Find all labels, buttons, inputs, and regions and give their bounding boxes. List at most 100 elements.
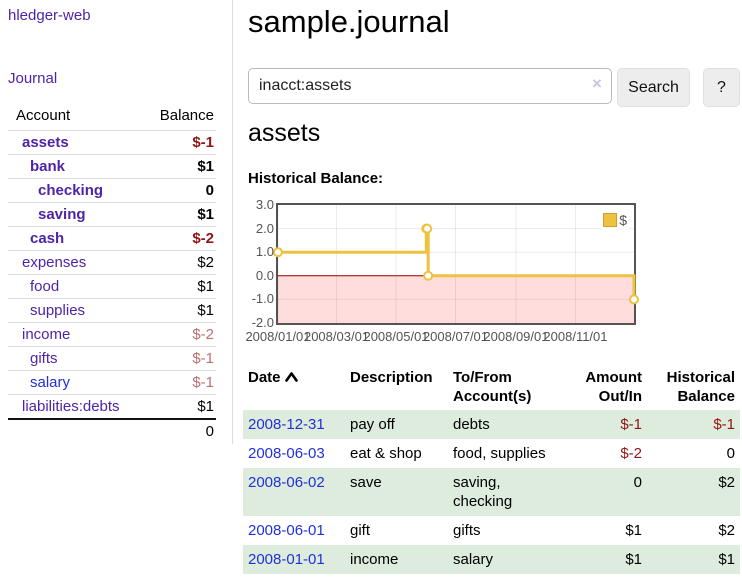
account-link-salary[interactable]: salary <box>30 374 71 391</box>
account-link-income[interactable]: income <box>22 326 71 343</box>
account-heading: assets <box>248 119 321 147</box>
transaction-accounts: food, supplies <box>453 445 546 462</box>
x-axis-tick-label: 2008/09/01 <box>483 329 549 344</box>
register-header-date-label: Date <box>248 369 281 386</box>
accounts-total-row: 0 <box>8 418 216 443</box>
y-axis-tick-label: 1.0 <box>255 244 274 260</box>
y-axis-tick-label: 3.0 <box>255 197 274 212</box>
transaction-accounts: salary <box>453 551 494 568</box>
account-balance: $1 <box>140 394 216 419</box>
transaction-amount: $-2 <box>620 445 642 462</box>
sort-ascending-icon <box>284 368 298 387</box>
legend-label: $ <box>619 212 627 228</box>
register-header-amount: Amount Out/In <box>585 369 642 405</box>
search-input[interactable] <box>248 68 612 104</box>
register-table-body: 2008-12-31 pay off debts $-1 $-1 2008-06-03 ea… <box>243 410 740 574</box>
x-axis-tick-label: 2008/01/01 <box>245 329 311 344</box>
transaction-amount: $-1 <box>620 416 642 433</box>
app-brand-link[interactable]: hledger-web <box>8 7 91 24</box>
account-link-assets[interactable]: assets <box>22 134 69 151</box>
chart-title: Historical Balance: <box>248 170 384 187</box>
account-row: expenses $2 <box>8 250 216 275</box>
account-row: assets $-1 <box>8 130 216 155</box>
account-link-gifts[interactable]: gifts <box>30 350 58 367</box>
account-balance: $1 <box>140 274 216 299</box>
account-row: gifts $-1 <box>8 346 216 371</box>
transaction-date-link[interactable]: 2008-12-31 <box>248 416 325 433</box>
accounts-total-value: 0 <box>140 418 216 443</box>
sidebar: hledger-web Journal Account Balance asse… <box>0 0 233 444</box>
account-balance: $-1 <box>140 370 216 395</box>
transaction-description: income <box>350 551 399 568</box>
account-balance: 0 <box>140 178 216 203</box>
register-header-date[interactable]: Date <box>243 364 345 410</box>
account-row: bank $1 <box>8 154 216 179</box>
account-row: food $1 <box>8 274 216 299</box>
register-table: Date Description To/From Account(s) Amou… <box>243 364 740 574</box>
account-row: income $-2 <box>8 322 216 347</box>
historical-balance-chart[interactable]: $ <box>273 203 639 325</box>
accounts-balance-table: Account Balance assets $-1 bank $1 checking 0… <box>8 104 216 443</box>
transaction-amount: $1 <box>625 522 642 539</box>
clear-search-icon[interactable]: × <box>592 74 602 93</box>
account-balance: $-2 <box>140 322 216 347</box>
transaction-amount: $1 <box>625 551 642 568</box>
transaction-description: pay off <box>350 416 395 433</box>
register-row[interactable]: 2008-06-03 eat & shop food, supplies $-2 0 <box>243 439 740 468</box>
account-link-cash[interactable]: cash <box>30 230 65 247</box>
chart-legend: $ <box>601 211 629 229</box>
transaction-accounts: gifts <box>453 522 481 539</box>
account-link-checking[interactable]: checking <box>38 182 104 199</box>
transaction-date-link[interactable]: 2008-06-02 <box>248 474 325 491</box>
transaction-date-link[interactable]: 2008-06-01 <box>248 522 325 539</box>
account-link-food[interactable]: food <box>30 278 60 295</box>
account-link-liabilities-debts[interactable]: liabilities:debts <box>22 398 120 415</box>
page-title: sample.journal <box>248 4 450 39</box>
legend-swatch-icon <box>603 213 618 227</box>
help-button[interactable]: ? <box>703 68 740 107</box>
account-row: saving $1 <box>8 202 216 227</box>
transaction-date-link[interactable]: 2008-01-01 <box>248 551 325 568</box>
chart-plot-area <box>273 205 639 323</box>
account-link-bank[interactable]: bank <box>30 158 66 175</box>
account-balance: $1 <box>140 154 216 179</box>
register-header-accounts: To/From Account(s) <box>453 369 532 405</box>
search-button[interactable]: Search <box>617 68 690 107</box>
account-link-saving[interactable]: saving <box>38 206 86 223</box>
y-axis-tick-label: 2.0 <box>255 220 274 236</box>
transaction-balance: $2 <box>718 474 735 491</box>
sidebar-item-journal[interactable]: Journal <box>8 70 58 87</box>
account-balance: $-1 <box>140 346 216 371</box>
account-row: checking 0 <box>8 178 216 203</box>
transaction-accounts: debts <box>453 416 490 433</box>
y-axis-tick-label: -1.0 <box>251 291 274 307</box>
accounts-table-body: assets $-1 bank $1 checking 0 saving $1 cash $-2 e… <box>8 130 216 443</box>
x-axis-tick-label: 2008/03/01 <box>303 329 370 344</box>
register-row[interactable]: 2008-12-31 pay off debts $-1 $-1 <box>243 410 740 439</box>
register-header-balance: Historical Balance <box>666 369 735 405</box>
register-row[interactable]: 2008-06-02 save saving, checking 0 $2 <box>243 468 740 516</box>
account-balance: $-1 <box>140 130 216 155</box>
account-link-supplies[interactable]: supplies <box>30 302 86 319</box>
transaction-amount: 0 <box>633 474 642 491</box>
account-row: supplies $1 <box>8 298 216 323</box>
account-link-expenses[interactable]: expenses <box>22 254 87 271</box>
x-axis-tick-label: 2008/05/01 <box>363 329 429 344</box>
transaction-balance: 0 <box>726 445 735 462</box>
transaction-description: gift <box>350 522 371 539</box>
account-row: liabilities:debts $1 <box>8 394 216 419</box>
main-content: sample.journal × Search ? assets Histori… <box>243 0 742 582</box>
transaction-date-link[interactable]: 2008-06-03 <box>248 445 325 462</box>
transaction-balance: $-1 <box>713 416 735 433</box>
account-row: cash $-2 <box>8 226 216 251</box>
register-row[interactable]: 2008-06-01 gift gifts $1 $2 <box>243 516 740 545</box>
register-row[interactable]: 2008-01-01 income salary $1 $1 <box>243 545 740 574</box>
account-balance: $1 <box>140 298 216 323</box>
x-axis-tick-label: 2008/07/01 <box>422 329 489 344</box>
x-axis-tick-label: 2008/11/01 <box>543 329 608 344</box>
accounts-header-account: Account <box>16 107 71 124</box>
account-balance: $-2 <box>140 226 216 251</box>
y-axis-tick-label: 0.0 <box>255 267 274 283</box>
account-balance: $2 <box>140 250 216 275</box>
